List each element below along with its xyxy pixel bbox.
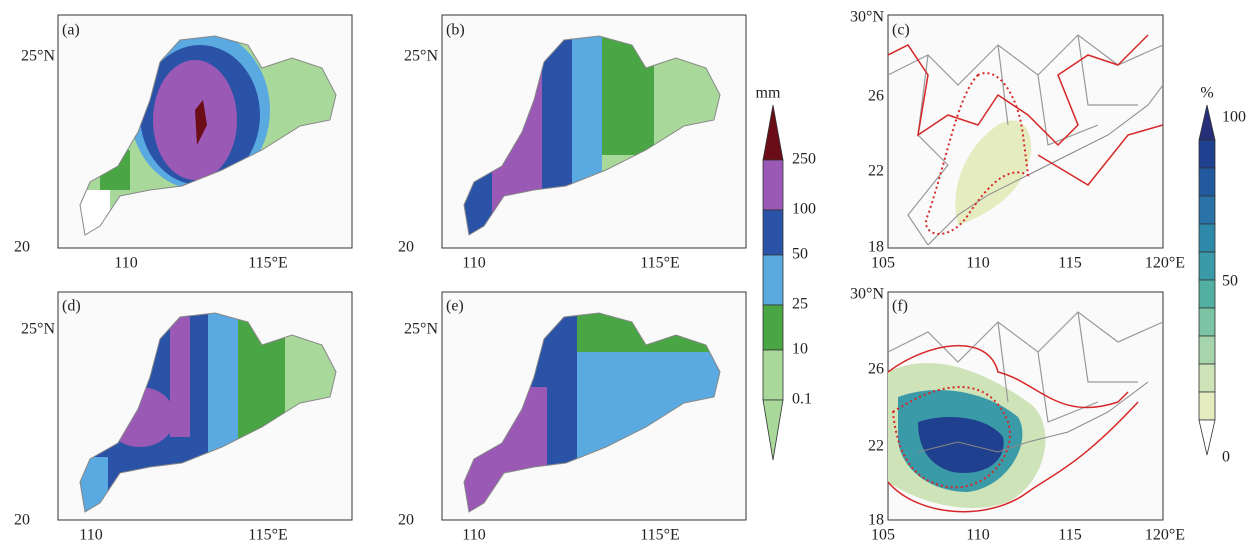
x-tick-label: 110	[966, 527, 989, 544]
border	[888, 311, 1163, 423]
border	[888, 34, 1163, 245]
panel-label: (d)	[62, 298, 81, 315]
y-tick-label: 25°N	[404, 321, 438, 338]
panel-e: (e) 25°N 20 110 115°E	[398, 291, 747, 544]
x-tick-label: 115°E	[640, 527, 680, 544]
y-tick-label: 18	[868, 239, 884, 256]
panel-label: (b)	[446, 22, 465, 39]
x-tick-label: 115°E	[248, 255, 288, 272]
x-tick-label: 120°E	[1145, 527, 1185, 544]
coastline	[79, 312, 337, 513]
colorbar-percent	[1198, 104, 1216, 456]
y-tick-label: 25°N	[404, 48, 438, 65]
contour	[888, 34, 1163, 186]
y-tick-label: 30°N	[850, 286, 884, 303]
coastline	[463, 312, 721, 513]
y-tick-label: 22	[868, 438, 884, 455]
x-tick-label: 115	[1058, 527, 1081, 544]
x-tick-label: 105	[871, 527, 895, 544]
colorbar-tick-label: 50	[792, 246, 808, 263]
x-tick-label: 120°E	[1145, 255, 1185, 272]
panel-label: (f)	[892, 298, 908, 315]
panel-f: (f) 30°N 26 22 18 105 110 115 120°E	[850, 286, 1185, 544]
coastline	[917, 381, 1149, 453]
y-tick-label: 20	[14, 512, 30, 529]
y-tick-label: 26	[868, 88, 884, 105]
panel-label: (c)	[892, 22, 910, 39]
panel-b: (b) 25°N 20 110 115°E	[398, 14, 747, 272]
x-tick-label: 110	[114, 255, 137, 272]
panel-label: (e)	[446, 298, 464, 315]
x-tick-label: 110	[966, 255, 989, 272]
y-tick-label: 25°N	[21, 48, 55, 65]
colorbar-unit: mm	[756, 85, 781, 102]
x-tick-label: 115°E	[640, 255, 680, 272]
panel-label: (a)	[62, 22, 80, 39]
colorbar-tick-label: 0.1	[792, 391, 812, 408]
y-tick-label: 26	[868, 361, 884, 378]
y-tick-label: 20	[398, 512, 414, 529]
colorbar-tick-label: 250	[792, 151, 816, 168]
probability-field	[918, 417, 1004, 473]
y-tick-label: 20	[14, 239, 30, 256]
colorbar-mm	[762, 104, 784, 461]
coastline	[927, 84, 1163, 245]
x-tick-label: 110	[79, 527, 102, 544]
colorbar-tick-label: 50	[1222, 273, 1238, 290]
colorbar-tick-label: 10	[792, 341, 808, 358]
y-tick-label: 18	[868, 512, 884, 529]
y-tick-label: 30°N	[850, 9, 884, 26]
coastline	[463, 35, 721, 236]
y-tick-label: 22	[868, 163, 884, 180]
colorbar-tick-label: 25	[792, 296, 808, 313]
panel-d: (d) 25°N 20 110 115°E	[14, 291, 353, 544]
x-tick-label: 115°E	[248, 527, 288, 544]
coastline	[79, 35, 337, 236]
contour-dotted	[891, 386, 1011, 489]
contour-dotted	[925, 72, 1030, 235]
contour	[888, 344, 1139, 513]
x-tick-label: 105	[871, 255, 895, 272]
colorbar-tick-label: 0	[1222, 449, 1230, 466]
panel-a: (a) 25°N 20 110 115°E	[14, 14, 353, 272]
colorbar-tick-label: 100	[1222, 109, 1246, 126]
probability-field	[955, 120, 1032, 225]
colorbar-tick-label: 100	[792, 201, 816, 218]
y-tick-label: 20	[398, 239, 414, 256]
x-tick-label: 110	[462, 255, 485, 272]
colorbar-unit: %	[1200, 85, 1213, 102]
x-tick-label: 110	[462, 527, 485, 544]
y-tick-label: 25°N	[21, 321, 55, 338]
panel-c: (c) 30°N 26 22 18 105 110 115 120°E	[850, 9, 1185, 272]
x-tick-label: 115	[1058, 255, 1081, 272]
